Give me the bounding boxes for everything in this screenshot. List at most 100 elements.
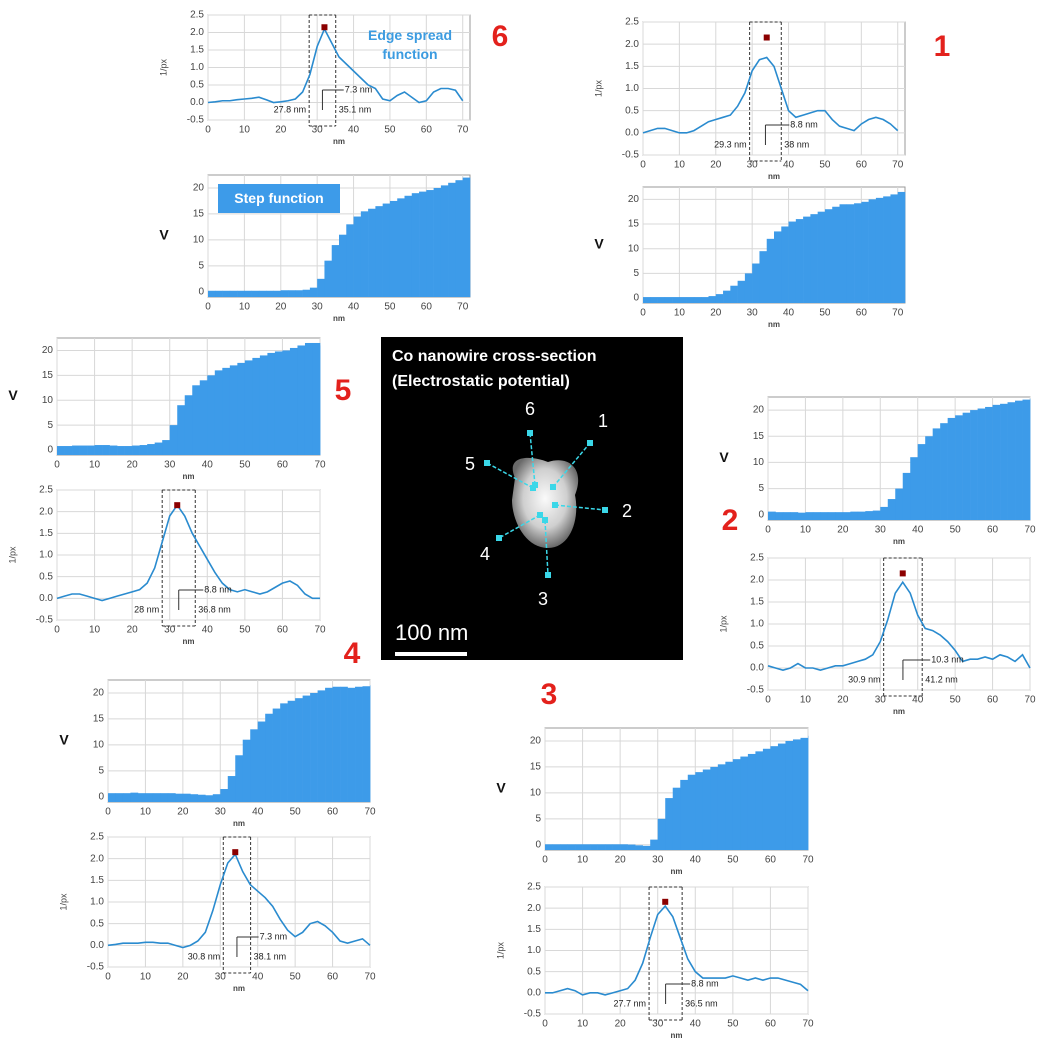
x-tick-label: 70 — [1024, 695, 1036, 706]
x-tick-label: 40 — [348, 125, 360, 136]
x-tick-label: 60 — [277, 625, 289, 636]
step-bar — [679, 297, 687, 303]
step-bar — [115, 793, 123, 802]
step-bar — [160, 793, 168, 802]
y-tick-label: -0.5 — [36, 615, 54, 626]
step-bar — [250, 729, 258, 802]
x-tick-label: 50 — [819, 160, 831, 171]
x-axis-label: nm — [233, 819, 245, 828]
step-bar — [858, 512, 866, 520]
x-tick-label: 60 — [765, 855, 777, 866]
bound-label: 29.3 nm — [714, 139, 747, 149]
step-bar — [869, 199, 877, 303]
step-bar — [718, 764, 726, 850]
step-bar — [397, 198, 405, 297]
step-bar — [274, 291, 282, 297]
y-tick-label: 15 — [93, 714, 105, 725]
y-tick-label: 1.5 — [90, 875, 104, 886]
y-tick-label: -0.5 — [187, 115, 205, 126]
y-tick-label: 20 — [628, 194, 640, 205]
step-bar — [763, 749, 771, 850]
step-bar — [80, 446, 88, 455]
step-bar — [266, 291, 274, 297]
step-bar — [1000, 404, 1008, 520]
y-tick-label: 1.0 — [527, 945, 541, 956]
y-axis-label: 1/px — [718, 615, 728, 633]
y-tick-label: 1.5 — [527, 924, 541, 935]
x-tick-label: 50 — [384, 302, 396, 313]
step-bar — [348, 688, 356, 802]
step-bar — [295, 698, 303, 802]
step-bar — [978, 409, 986, 520]
step-bar — [288, 290, 296, 297]
peak-marker — [174, 502, 180, 508]
step-bar — [155, 443, 163, 455]
step-bar — [650, 840, 658, 850]
chart: 05101520010203040506070nmV — [594, 187, 905, 329]
probe-label: 4 — [480, 544, 490, 564]
x-tick-label: 70 — [802, 1019, 814, 1030]
x-tick-label: 10 — [239, 302, 251, 313]
step-bar — [162, 440, 170, 455]
step-bar — [665, 297, 673, 303]
x-tick-label: 60 — [856, 308, 868, 319]
step-bar — [310, 693, 318, 802]
x-tick-label: 0 — [205, 302, 211, 313]
step-bar — [222, 368, 230, 455]
y-tick-label: 15 — [530, 762, 542, 773]
step-bar — [789, 222, 797, 303]
bound-label: 28 nm — [134, 604, 159, 614]
step-bar — [673, 788, 681, 850]
figure: Co nanowire cross-section (Electrostatic… — [0, 0, 1038, 1044]
step-bar — [340, 687, 348, 802]
step-bar — [183, 794, 191, 802]
bound-label: 38.1 nm — [254, 951, 287, 961]
step-bar — [598, 844, 606, 850]
step-bar — [318, 690, 326, 802]
step-bar — [368, 209, 376, 297]
width-label: 8.8 nm — [790, 119, 818, 129]
x-tick-label: 10 — [89, 625, 101, 636]
x-tick-label: 40 — [783, 308, 795, 319]
figure-canvas: Co nanowire cross-section (Electrostatic… — [0, 0, 1038, 1044]
x-tick-label: 10 — [89, 460, 101, 471]
x-tick-label: 10 — [800, 695, 812, 706]
x-axis-label: nm — [893, 537, 905, 546]
x-tick-label: 40 — [348, 302, 360, 313]
x-tick-label: 20 — [127, 625, 139, 636]
step-bar — [448, 183, 456, 297]
x-tick-label: 0 — [765, 695, 771, 706]
x-tick-label: 60 — [327, 807, 339, 818]
step-bar — [110, 446, 118, 455]
step-bar — [898, 192, 906, 303]
step-bar — [730, 286, 738, 303]
step-bar — [192, 385, 200, 455]
step-bar — [643, 846, 651, 850]
step-bar — [237, 291, 245, 297]
x-tick-label: 50 — [819, 308, 831, 319]
y-axis-label: V — [159, 227, 169, 243]
x-tick-label: 40 — [912, 525, 924, 536]
step-bar — [778, 744, 786, 850]
step-bar — [783, 512, 791, 520]
probe-label: 6 — [525, 399, 535, 419]
step-bar — [650, 297, 658, 303]
y-tick-label: 10 — [193, 235, 205, 246]
x-tick-label: 50 — [239, 460, 251, 471]
panel-label: 2 — [722, 504, 739, 537]
x-tick-label: 10 — [800, 525, 812, 536]
y-tick-label: 0.0 — [750, 663, 764, 674]
step-bar — [710, 767, 718, 850]
y-tick-label: 1.0 — [750, 619, 764, 630]
y-tick-label: 2.5 — [39, 485, 53, 496]
width-label: 7.3 nm — [260, 931, 288, 941]
step-bar — [419, 192, 427, 297]
probe-end — [527, 430, 533, 436]
step-bar — [213, 794, 221, 802]
step-bar — [215, 370, 223, 455]
step-bar — [781, 226, 789, 303]
probe-end — [587, 440, 593, 446]
probe-start — [530, 485, 536, 491]
x-axis-label: nm — [183, 637, 195, 646]
x-tick-label: 50 — [239, 625, 251, 636]
